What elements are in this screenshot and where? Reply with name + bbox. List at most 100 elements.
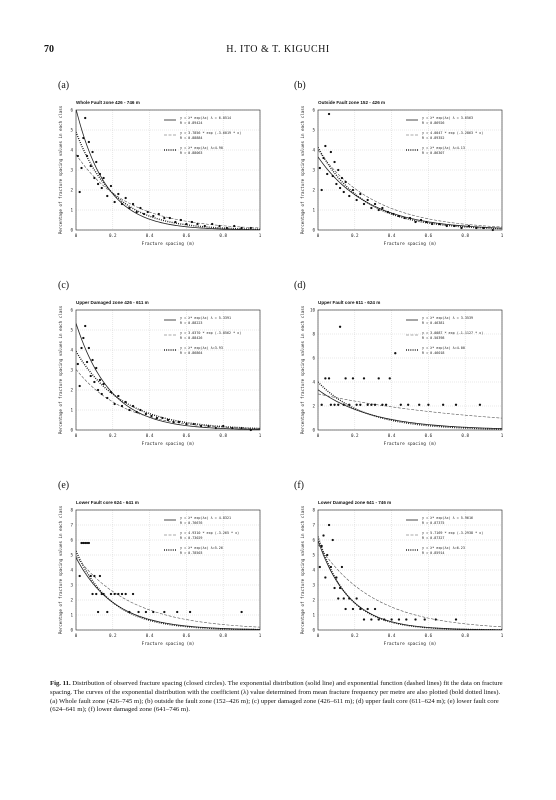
- data-point: [80, 541, 83, 545]
- data-point: [85, 541, 89, 545]
- data-point: [397, 214, 401, 218]
- data-point: [240, 426, 243, 430]
- data-point: [397, 618, 401, 621]
- x-tick-label: 0.6: [183, 633, 191, 638]
- y-tick-label: 0: [70, 428, 73, 433]
- x-tick-label: 0.2: [351, 633, 359, 638]
- curve-group: [318, 381, 502, 430]
- x-tick-label: 0.6: [425, 433, 433, 438]
- data-point: [91, 592, 94, 596]
- curve-solid: [76, 110, 260, 230]
- x-tick-label: 0.2: [351, 233, 359, 238]
- data-point: [96, 182, 100, 186]
- y-tick-label: 0: [70, 628, 73, 633]
- data-point: [318, 166, 321, 170]
- data-point: [441, 403, 445, 406]
- data-point: [340, 565, 344, 569]
- legend-text: R = 0.88063: [180, 151, 202, 155]
- data-point: [445, 224, 448, 228]
- y-tick-label: 4: [70, 148, 73, 153]
- data-point: [491, 228, 494, 232]
- data-point: [342, 597, 345, 600]
- data-point: [102, 382, 105, 386]
- data-point: [438, 222, 441, 226]
- y-tick-label: 5: [70, 128, 73, 133]
- data-point: [377, 377, 380, 380]
- data-point: [155, 416, 159, 420]
- legend-text: R = 0.85914: [422, 551, 444, 555]
- legend-text: y = λ* exp(λx) λ = 5.9616: [422, 516, 473, 520]
- y-tick-label: 3: [70, 368, 73, 373]
- data-point: [362, 202, 366, 206]
- data-point: [338, 186, 342, 190]
- y-tick-label: 6: [312, 356, 315, 361]
- y-tick-label: 8: [312, 332, 315, 337]
- figure-label: Fig. 11.: [50, 680, 71, 687]
- data-point: [172, 420, 175, 424]
- x-tick-label: 1: [501, 633, 504, 638]
- curve-group: [318, 147, 502, 230]
- data-point: [344, 180, 347, 184]
- curve-dotted: [318, 147, 502, 230]
- data-point: [100, 186, 103, 190]
- data-point: [144, 610, 148, 614]
- data-point: [185, 222, 188, 226]
- data-point: [177, 420, 181, 424]
- data-point: [430, 222, 434, 226]
- data-point: [120, 404, 124, 408]
- y-tick-label: 5: [312, 128, 315, 133]
- panel-letter: (f): [294, 480, 304, 491]
- y-tick-label: 4: [312, 568, 315, 573]
- data-point: [351, 607, 355, 611]
- x-tick-label: 0.4: [388, 433, 396, 438]
- y-tick-label: 6: [312, 108, 315, 113]
- data-point: [423, 618, 426, 621]
- data-point: [166, 418, 170, 422]
- data-point: [338, 586, 342, 590]
- data-point: [120, 202, 124, 206]
- chart-panel: (c) Upper Damaged zone 426 - 611 m 0 0.2 0.4…: [40, 278, 280, 468]
- legend-text: R = 0.46018: [422, 351, 444, 355]
- data-point: [106, 396, 109, 400]
- data-point: [109, 390, 113, 394]
- data-point: [322, 156, 325, 160]
- data-point: [383, 618, 386, 621]
- x-tick-label: 1: [259, 633, 262, 638]
- data-point: [348, 194, 351, 198]
- data-point: [333, 160, 336, 164]
- x-tick-label: 0: [75, 233, 78, 238]
- data-point: [324, 144, 327, 148]
- y-tick-label: 0: [312, 428, 315, 433]
- data-point: [366, 403, 369, 406]
- data-point: [333, 403, 336, 406]
- data-point: [174, 220, 177, 224]
- data-point: [95, 160, 98, 164]
- data-point: [100, 392, 103, 396]
- panel-title: Outside Fault zone 152 - 426 m: [318, 100, 386, 105]
- data-point: [146, 210, 149, 214]
- y-tick-label: 0: [70, 228, 73, 233]
- x-axis-label: Fracture spacing (m): [142, 441, 195, 447]
- data-point: [85, 154, 89, 158]
- y-tick-label: 0: [312, 628, 315, 633]
- data-point: [106, 194, 109, 198]
- y-tick-label: 8: [312, 508, 315, 513]
- data-point: [434, 618, 437, 621]
- plot-frame: [317, 309, 503, 431]
- data-point: [475, 226, 478, 230]
- x-tick-label: 0.2: [109, 233, 117, 238]
- data-point: [95, 592, 98, 596]
- data-point: [84, 324, 87, 328]
- data-point: [117, 394, 120, 398]
- data-point: [453, 224, 456, 228]
- data-point: [394, 352, 397, 355]
- y-tick-label: 3: [312, 583, 315, 588]
- curve-solid: [318, 389, 502, 429]
- data-point: [113, 592, 116, 596]
- y-tick-label: 2: [70, 188, 73, 193]
- data-point: [89, 374, 92, 378]
- x-tick-label: 0.8: [219, 233, 227, 238]
- y-tick-label: 1: [312, 613, 315, 618]
- y-tick-label: 1: [70, 408, 73, 413]
- x-tick-label: 1: [501, 433, 504, 438]
